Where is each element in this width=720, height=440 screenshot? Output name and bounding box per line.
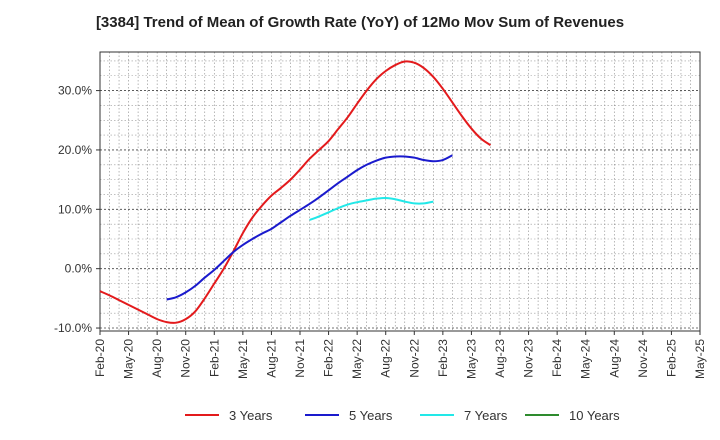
x-tick-label: Feb-25 [664, 339, 678, 377]
legend-swatch [185, 414, 219, 416]
y-tick-label: -10.0% [54, 321, 92, 335]
y-tick-label: 20.0% [58, 143, 92, 157]
legend-label: 10 Years [569, 407, 620, 423]
legend-item-5-years: 5 Years [305, 405, 392, 425]
legend-item-10-years: 10 Years [525, 405, 620, 425]
x-tick-label: May-22 [350, 339, 364, 379]
x-tick-label: Aug-20 [150, 339, 164, 378]
series-line-3-years [99, 60, 492, 324]
x-tick-label: Aug-23 [493, 339, 507, 378]
x-tick-label: Nov-21 [293, 339, 307, 378]
x-tick-label: Nov-23 [522, 339, 536, 378]
x-tick-label: Feb-23 [436, 339, 450, 377]
y-tick-label: 10.0% [58, 202, 92, 216]
x-tick-label: May-23 [464, 339, 478, 379]
x-tick-label: Aug-21 [264, 339, 278, 378]
legend-item-7-years: 7 Years [420, 405, 507, 425]
x-tick-label: Feb-20 [93, 339, 107, 377]
legend: 3 Years 5 Years 7 Years 10 Years [0, 405, 720, 425]
legend-label: 5 Years [349, 407, 393, 423]
legend-item-3-years: 3 Years [185, 405, 272, 425]
x-tick-label: May-25 [693, 339, 707, 379]
x-tick-label: Nov-24 [636, 339, 650, 378]
legend-label: 7 Years [464, 407, 508, 423]
legend-swatch [525, 414, 559, 416]
x-tick-label: Aug-22 [379, 339, 393, 378]
x-tick-label: Nov-22 [407, 339, 421, 378]
x-tick-label: Aug-24 [607, 339, 621, 378]
x-tick-label: Feb-21 [207, 339, 221, 377]
chart-title: [3384] Trend of Mean of Growth Rate (YoY… [95, 14, 625, 31]
x-tick-label: May-24 [579, 339, 593, 379]
legend-swatch [305, 414, 339, 416]
plot-frame [99, 51, 701, 332]
plot-background [100, 52, 700, 331]
x-tick-label: Feb-22 [322, 339, 336, 377]
x-tick-label: May-21 [236, 339, 250, 379]
legend-label: 3 Years [229, 407, 273, 423]
series-line-7-years [309, 197, 434, 221]
x-tick-label: May-20 [122, 339, 136, 379]
y-tick-label: 0.0% [65, 262, 93, 276]
legend-swatch [420, 414, 454, 416]
x-tick-label: Nov-20 [179, 339, 193, 378]
series-line-5-years [166, 154, 453, 301]
y-tick-label: 30.0% [58, 84, 92, 98]
x-tick-label: Feb-24 [550, 339, 564, 377]
